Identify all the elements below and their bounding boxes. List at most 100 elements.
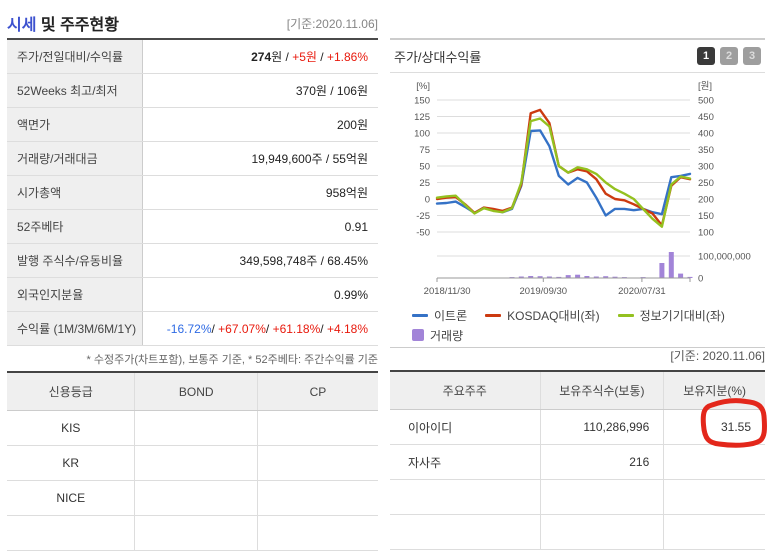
table-cell <box>664 480 765 515</box>
table-cell <box>135 411 257 446</box>
row-label: 거래량/거래대금 <box>7 142 143 175</box>
table-cell <box>257 516 378 551</box>
page-title-accent: 시세 <box>7 17 36 34</box>
table-cell <box>135 446 257 481</box>
row-value: 370원 / 106원 <box>143 74 378 107</box>
table-cell: 31.55 <box>664 410 765 445</box>
svg-text:100: 100 <box>698 228 714 239</box>
legend-label: KOSDAQ대비(좌) <box>507 307 599 324</box>
line-swatch-icon <box>618 314 634 317</box>
svg-text:75: 75 <box>419 145 430 156</box>
table-cell <box>257 446 378 481</box>
row-value: 200원 <box>143 108 378 141</box>
row-value: 349,598,748주 / 68.45% <box>143 244 378 277</box>
page-title-rest: 및 주주현황 <box>36 17 119 34</box>
svg-text:2019/09/30: 2019/09/30 <box>520 286 568 297</box>
table-cell <box>257 481 378 516</box>
volume-swatch-icon <box>412 329 424 341</box>
row-value: 0.91 <box>143 210 378 243</box>
svg-text:100: 100 <box>414 129 430 140</box>
legend-label: 정보기기대비(좌) <box>640 307 725 324</box>
row-label: 액면가 <box>7 108 143 141</box>
row-label: 52주베타 <box>7 210 143 243</box>
table-cell <box>135 516 257 551</box>
row-label: 외국인지분율 <box>7 278 143 311</box>
svg-text:[%]: [%] <box>416 81 430 92</box>
svg-text:0: 0 <box>698 274 703 285</box>
column-header: 신용등급 <box>7 372 135 411</box>
svg-text:100,000,000: 100,000,000 <box>698 252 751 263</box>
svg-text:25: 25 <box>419 178 430 189</box>
svg-text:2020/07/31: 2020/07/31 <box>618 286 666 297</box>
legend-label: 이트론 <box>434 307 467 324</box>
footnote: * 수정주가(차트포함), 보통주 기준, * 52주베타: 주간수익률 기준 <box>7 351 378 365</box>
svg-text:[원]: [원] <box>698 81 712 92</box>
table-cell: KIS <box>7 411 135 446</box>
table-row: NICE <box>7 481 378 516</box>
table-cell <box>540 515 664 550</box>
svg-text:200: 200 <box>698 195 714 206</box>
column-header: 주요주주 <box>390 371 540 410</box>
column-header: 보유주식수(보통) <box>540 371 664 410</box>
svg-text:450: 450 <box>698 112 714 123</box>
table-cell <box>390 515 540 550</box>
table-cell <box>135 481 257 516</box>
svg-text:500: 500 <box>698 96 714 107</box>
line-swatch-icon <box>412 314 428 317</box>
row-value: 19,949,600주 / 55억원 <box>143 142 378 175</box>
chart-legend: 이트론 KOSDAQ대비(좌) 정보기기대비(좌) 거래량 <box>390 305 765 345</box>
chart-title: 주가/상대수익률 <box>390 47 481 66</box>
page-title: 시세 및 주주현황 <box>7 11 119 35</box>
svg-text:0: 0 <box>425 195 430 206</box>
table-row: 수익률 (1M/3M/6M/1Y)-16.72%/ +67.07%/ +61.1… <box>7 312 378 346</box>
svg-text:2018/11/30: 2018/11/30 <box>424 286 471 297</box>
table-cell <box>7 516 135 551</box>
period-button-2[interactable]: 2 <box>720 47 738 65</box>
svg-text:-25: -25 <box>416 211 430 222</box>
row-label: 발행 주식수/유동비율 <box>7 244 143 277</box>
svg-text:250: 250 <box>698 178 714 189</box>
svg-text:-50: -50 <box>416 228 430 239</box>
row-label: 주가/전일대비/수익률 <box>7 40 143 73</box>
row-value: -16.72%/ +67.07%/ +61.18%/ +4.18% <box>143 312 378 345</box>
row-label: 시가총액 <box>7 176 143 209</box>
table-cell: 자사주 <box>390 445 540 480</box>
table-cell: 216 <box>540 445 664 480</box>
table-row <box>7 516 378 551</box>
period-button-1[interactable]: 1 <box>697 47 715 65</box>
svg-text:150: 150 <box>698 211 714 222</box>
table-cell: NICE <box>7 481 135 516</box>
table-cell: 110,286,996 <box>540 410 664 445</box>
legend-label: 거래량 <box>430 327 463 344</box>
line-swatch-icon <box>485 314 501 317</box>
holders-asof-date: [기준: 2020.11.06] <box>390 348 765 364</box>
table-cell: 이아이디 <box>390 410 540 445</box>
table-cell <box>257 411 378 446</box>
period-button-3[interactable]: 3 <box>743 47 761 65</box>
legend-item: 이트론 <box>412 307 467 324</box>
table-row: KIS <box>7 411 378 446</box>
table-cell <box>664 515 765 550</box>
row-label: 52Weeks 최고/최저 <box>7 74 143 107</box>
table-row <box>390 480 765 515</box>
row-value: 958억원 <box>143 176 378 209</box>
legend-item: KOSDAQ대비(좌) <box>485 307 599 324</box>
column-header: BOND <box>135 372 257 411</box>
